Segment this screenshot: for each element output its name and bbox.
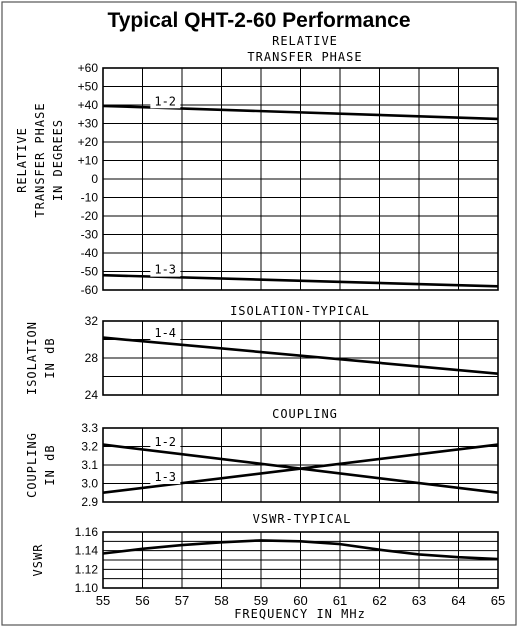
x-tick-label: 65 bbox=[491, 593, 505, 608]
panel-title: TRANSFER PHASE bbox=[247, 50, 362, 64]
y-axis-label: COUPLING bbox=[25, 432, 39, 498]
x-tick-label: 58 bbox=[214, 593, 228, 608]
y-tick-label: 1.16 bbox=[75, 525, 99, 539]
y-tick-label: -10 bbox=[81, 191, 99, 205]
panel-1: RELATIVE TRANSFER PHASE +60 +50 +40 +30 +20 +10… bbox=[15, 34, 499, 297]
series-label: 1-2 bbox=[154, 435, 176, 449]
y-tick-label: 1.10 bbox=[75, 581, 99, 595]
x-tick-label: 55 bbox=[96, 593, 110, 608]
y-axis-label: IN dB bbox=[43, 337, 57, 378]
series-label: 1-3 bbox=[154, 263, 176, 277]
x-tick-label: 63 bbox=[412, 593, 426, 608]
x-tick-label: 57 bbox=[175, 593, 189, 608]
y-tick-label: -20 bbox=[81, 209, 99, 223]
panel-4: VSWR-TYPICAL 1.16 1.14 1.12 1.10 VSWR bbox=[31, 512, 499, 595]
x-tick-label: 64 bbox=[451, 593, 465, 608]
y-axis-label: ISOLATION bbox=[25, 321, 39, 395]
y-tick-label: -50 bbox=[81, 265, 99, 279]
y-tick-label: +60 bbox=[78, 61, 99, 75]
series-label-bg bbox=[150, 326, 181, 341]
series-label-bg bbox=[150, 94, 181, 109]
series-line bbox=[102, 336, 499, 375]
y-tick-label: 3.3 bbox=[81, 421, 98, 435]
series-line bbox=[102, 539, 499, 561]
y-tick-label: 1.12 bbox=[75, 562, 99, 576]
y-tick-label: +40 bbox=[78, 98, 99, 112]
y-tick-label: +50 bbox=[78, 80, 99, 94]
panel-2: ISOLATION-TYPICAL 32 28 24 ISOLATION IN dB 1-4 bbox=[25, 304, 499, 402]
series-label: 1-2 bbox=[154, 94, 176, 108]
chart-title: Typical QHT-2-60 Performance bbox=[107, 9, 410, 32]
x-tick-label: 61 bbox=[333, 593, 347, 608]
series-line bbox=[102, 273, 499, 288]
y-tick-label: 3.2 bbox=[81, 440, 98, 454]
y-axis-label: RELATIVE bbox=[15, 127, 29, 193]
y-tick-label: 32 bbox=[85, 314, 99, 328]
y-tick-label: 2.9 bbox=[81, 495, 98, 509]
plot-frame bbox=[102, 427, 499, 503]
panel-title: VSWR-TYPICAL bbox=[253, 512, 352, 526]
y-tick-label: -30 bbox=[81, 228, 99, 242]
y-axis-label: IN dB bbox=[43, 444, 57, 485]
series-label: 1-3 bbox=[154, 470, 176, 484]
y-tick-label: 3.1 bbox=[81, 458, 98, 472]
series-line bbox=[102, 443, 499, 494]
plot-frame bbox=[102, 67, 499, 291]
panel-title: RELATIVE bbox=[272, 34, 338, 48]
plot-frame bbox=[102, 320, 499, 396]
panel-title: ISOLATION-TYPICAL bbox=[230, 304, 370, 318]
y-tick-label: 24 bbox=[85, 388, 99, 402]
x-tick-label: 59 bbox=[254, 593, 268, 608]
panel-title: COUPLING bbox=[272, 407, 338, 421]
x-axis-label: FREQUENCY IN MHz bbox=[234, 607, 366, 621]
y-tick-label: -60 bbox=[81, 283, 99, 297]
y-axis-label: VSWR bbox=[31, 544, 45, 577]
y-axis-label: IN DEGREES bbox=[51, 119, 65, 201]
y-tick-label: +30 bbox=[78, 117, 99, 131]
series-label: 1-4 bbox=[154, 326, 176, 340]
x-tick-label: 60 bbox=[293, 593, 307, 608]
x-tick-label: 62 bbox=[372, 593, 386, 608]
series-label-bg bbox=[150, 470, 181, 485]
y-axis-label: TRANSFER PHASE bbox=[33, 102, 47, 217]
y-tick-label: 28 bbox=[85, 351, 99, 365]
y-tick-label: +10 bbox=[78, 154, 99, 168]
plot-frame bbox=[102, 531, 499, 589]
x-tick-label: 56 bbox=[135, 593, 149, 608]
y-tick-label: 3.0 bbox=[81, 477, 98, 491]
y-tick-label: 1.14 bbox=[75, 544, 99, 558]
y-tick-label: -40 bbox=[81, 246, 99, 260]
panel-3: COUPLING 3.3 3.2 3.1 3.0 2.9 COUPLING IN dB 1-2 1… bbox=[25, 407, 499, 509]
y-tick-label: 0 bbox=[91, 172, 98, 186]
y-tick-label: +20 bbox=[78, 135, 99, 149]
series-label-bg bbox=[150, 262, 181, 277]
plot-panels: RELATIVE TRANSFER PHASE +60 +50 +40 +30 +20 +10… bbox=[15, 34, 505, 621]
series-label-bg bbox=[150, 434, 181, 449]
